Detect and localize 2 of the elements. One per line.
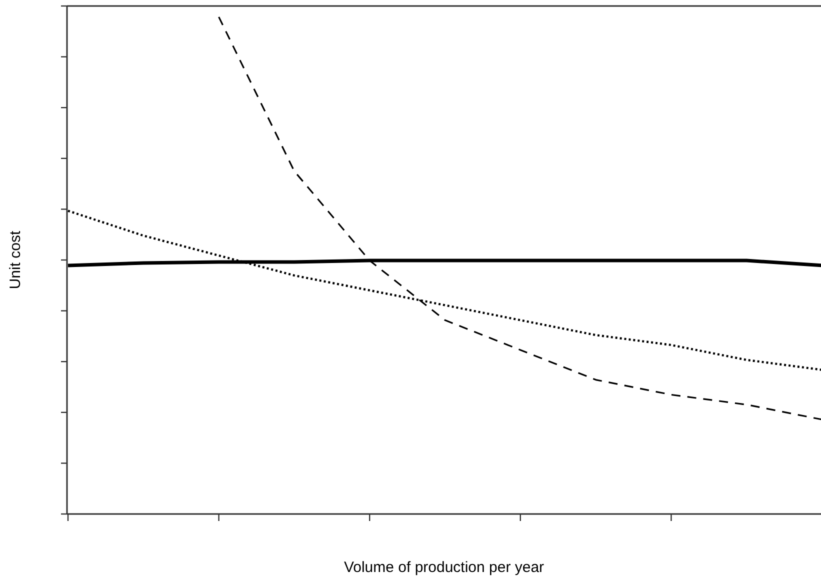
y-axis-title: Unit cost: [7, 230, 24, 290]
x-axis-title: Volume of production per year: [344, 559, 544, 576]
